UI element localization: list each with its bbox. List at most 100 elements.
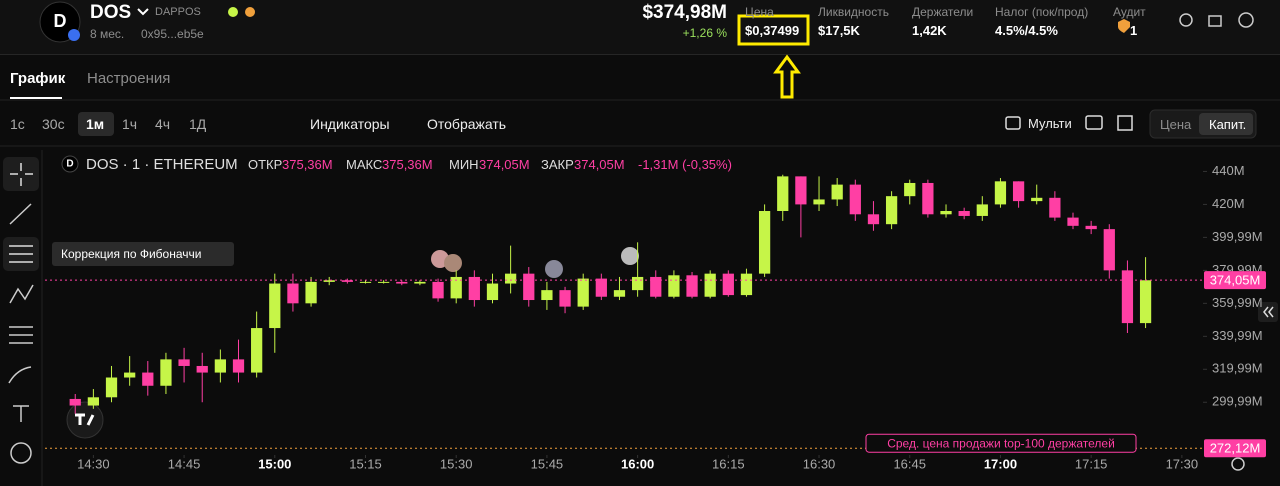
y-tick-label: 319,99M (1212, 361, 1263, 376)
token-address[interactable]: 0x95...eb5e (141, 27, 204, 41)
candle-body (287, 283, 299, 304)
interval[interactable]: 4ч (155, 116, 171, 132)
badge (245, 7, 255, 17)
stat-value: 4.5%/4.5% (995, 23, 1058, 38)
settings-icon[interactable] (1238, 12, 1254, 28)
candle-body (468, 276, 480, 301)
candle-body (214, 359, 226, 373)
candle-body (196, 365, 208, 373)
legend-avatar-letter: D (66, 159, 73, 170)
candle-body (704, 273, 716, 297)
candle-body (740, 273, 753, 296)
candle-body (178, 359, 190, 366)
multi-checkbox[interactable] (1005, 116, 1021, 130)
interval[interactable]: 1м (86, 116, 105, 132)
camera-icon[interactable] (1085, 115, 1103, 130)
candle-body (595, 278, 607, 297)
candle-body (432, 281, 444, 299)
mode-active (1199, 113, 1253, 135)
trader-avatar[interactable] (545, 260, 563, 278)
chevron[interactable] (137, 8, 149, 16)
candle-body (541, 290, 553, 301)
tv-logo (66, 401, 104, 439)
candle-body (69, 398, 81, 406)
legend-change: -1,31M (-0,35%) (638, 157, 732, 172)
line-tool[interactable] (9, 203, 32, 225)
x-tick-label: 16:15 (712, 456, 745, 471)
text-tool[interactable] (13, 405, 29, 422)
tooltip: Коррекция по Фибоначчи (61, 247, 202, 261)
display-button[interactable]: Отображать (427, 116, 507, 132)
candle-body (1103, 229, 1115, 271)
trader-avatar[interactable] (621, 247, 639, 265)
y-tick-label: 299,99M (1212, 394, 1263, 409)
stat-label[interactable]: Аудит (1113, 5, 1146, 19)
stat-value: $0,37499 (745, 23, 800, 38)
candle-body (305, 281, 317, 304)
avatar-letter: D (54, 11, 67, 31)
candle-body (232, 359, 245, 373)
badge (228, 7, 238, 17)
fib-tool[interactable] (9, 245, 33, 263)
multi-label[interactable]: Мульти (1028, 116, 1072, 131)
projection-tool[interactable] (9, 326, 33, 344)
fullscreen-icon[interactable] (1117, 115, 1133, 131)
candle-body (650, 276, 662, 297)
brush-tool[interactable] (8, 366, 32, 384)
candle-body (668, 275, 680, 297)
bell-icon[interactable] (1179, 13, 1193, 27)
axis-settings[interactable] (1231, 457, 1245, 471)
stat-label: Ликвидность (818, 5, 889, 19)
candle-body (1121, 270, 1134, 324)
stat-label: Налог (пок/прод) (995, 5, 1089, 19)
legend-label: МИН (449, 157, 479, 172)
tooltip-box (52, 242, 234, 266)
interval[interactable]: 1ч (122, 116, 138, 132)
candle-body (813, 199, 825, 205)
candle-body (940, 211, 952, 215)
candle-body (124, 372, 136, 378)
candle-body (105, 377, 118, 398)
candle-body (142, 372, 154, 386)
annotation: Сред. цена продажи top-100 держателей (887, 436, 1115, 450)
x-tick-label: 17:15 (1075, 456, 1108, 471)
trader-avatar[interactable] (444, 254, 462, 272)
legend-label: ОТКР (248, 157, 283, 172)
active-interval-bg (78, 112, 114, 136)
interval[interactable]: 1с (10, 116, 25, 132)
chain-badge (68, 29, 80, 41)
candle-body (559, 290, 571, 307)
x-tick-label: 16:00 (621, 456, 654, 471)
candle-body (1031, 197, 1043, 202)
emoji-tool[interactable] (10, 442, 32, 464)
candle-body (758, 211, 771, 274)
x-tick-label: 15:00 (258, 456, 291, 471)
candle-body (269, 283, 281, 329)
tab[interactable]: График (10, 70, 66, 87)
candle-body (396, 281, 408, 284)
x-tick-label: 14:45 (168, 456, 201, 471)
pattern-tool[interactable] (9, 284, 34, 304)
highlight-arrow (773, 54, 801, 99)
x-tick-label: 15:30 (440, 456, 473, 471)
legend-title: DOS · 1 · ETHEREUM (86, 156, 238, 173)
mode-option[interactable]: Капит. (1209, 117, 1247, 132)
tab[interactable]: Настроения (87, 70, 171, 87)
crosshair-tool[interactable] (10, 163, 33, 186)
candle-body (722, 273, 734, 296)
candle-body (1139, 280, 1152, 324)
legend-avatar (61, 155, 79, 173)
candle-body (885, 196, 898, 225)
legend-value: 375,36M (282, 157, 333, 172)
y-tick-label: 420M (1212, 196, 1245, 211)
mode-option[interactable]: Цена (1160, 117, 1192, 132)
share-icon[interactable] (1208, 15, 1222, 27)
interval[interactable]: 1Д (189, 116, 207, 132)
candle-body (251, 328, 263, 373)
stat-label: Цена (745, 5, 774, 19)
indicators-button[interactable]: Индикаторы (310, 116, 390, 132)
candle-body (867, 214, 880, 225)
interval[interactable]: 30с (42, 116, 65, 132)
